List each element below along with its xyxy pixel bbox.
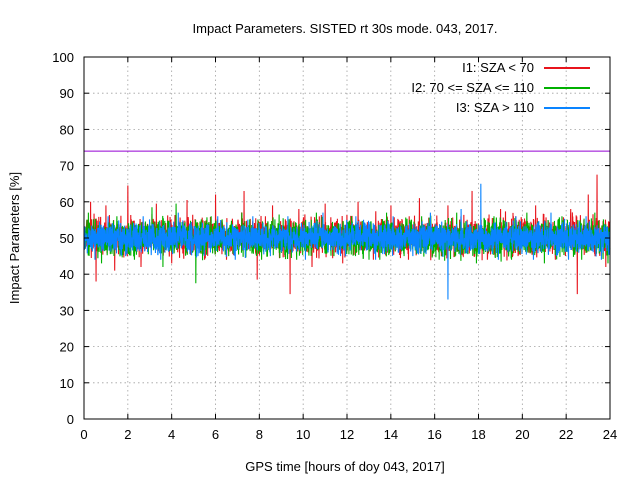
x-tick-label: 10 [296, 427, 310, 442]
x-tick-label: 12 [340, 427, 354, 442]
x-tick-label: 18 [471, 427, 485, 442]
series-3 [83, 183, 611, 300]
y-tick-label: 90 [60, 86, 74, 101]
y-axis-label: Impact Parameters [%] [7, 172, 22, 304]
x-tick-label: 20 [515, 427, 529, 442]
series-layer [83, 174, 611, 300]
legend-label: I3: SZA > 110 [456, 100, 534, 115]
x-tick-label: 24 [603, 427, 617, 442]
x-tick-label: 22 [559, 427, 573, 442]
x-axis-label: GPS time [hours of doy 043, 2017] [245, 459, 444, 474]
y-tick-label: 30 [60, 303, 74, 318]
y-tick-label: 40 [60, 267, 74, 282]
x-tick-label: 14 [384, 427, 398, 442]
x-tick-label: 0 [80, 427, 87, 442]
y-tick-label: 100 [52, 50, 74, 65]
x-tick-label: 6 [212, 427, 219, 442]
x-tick-label: 2 [124, 427, 131, 442]
x-tick-label: 16 [427, 427, 441, 442]
y-tick-label: 10 [60, 376, 74, 391]
y-tick-label: 20 [60, 340, 74, 355]
y-tick-label: 70 [60, 159, 74, 174]
y-tick-label: 50 [60, 231, 74, 246]
y-tick-label: 60 [60, 195, 74, 210]
chart-title: Impact Parameters. SISTED rt 30s mode. 0… [193, 21, 498, 36]
x-tick-label: 8 [256, 427, 263, 442]
y-tick-label: 0 [67, 412, 74, 427]
y-tick-label: 80 [60, 122, 74, 137]
series-3-trace [83, 183, 611, 300]
legend-label: I2: 70 <= SZA <= 110 [411, 80, 534, 95]
legend: I1: SZA < 70 I2: 70 <= SZA <= 110 I3: SZA … [411, 60, 590, 115]
legend-label: I1: SZA < 70 [462, 60, 534, 75]
x-tick-label: 4 [168, 427, 175, 442]
